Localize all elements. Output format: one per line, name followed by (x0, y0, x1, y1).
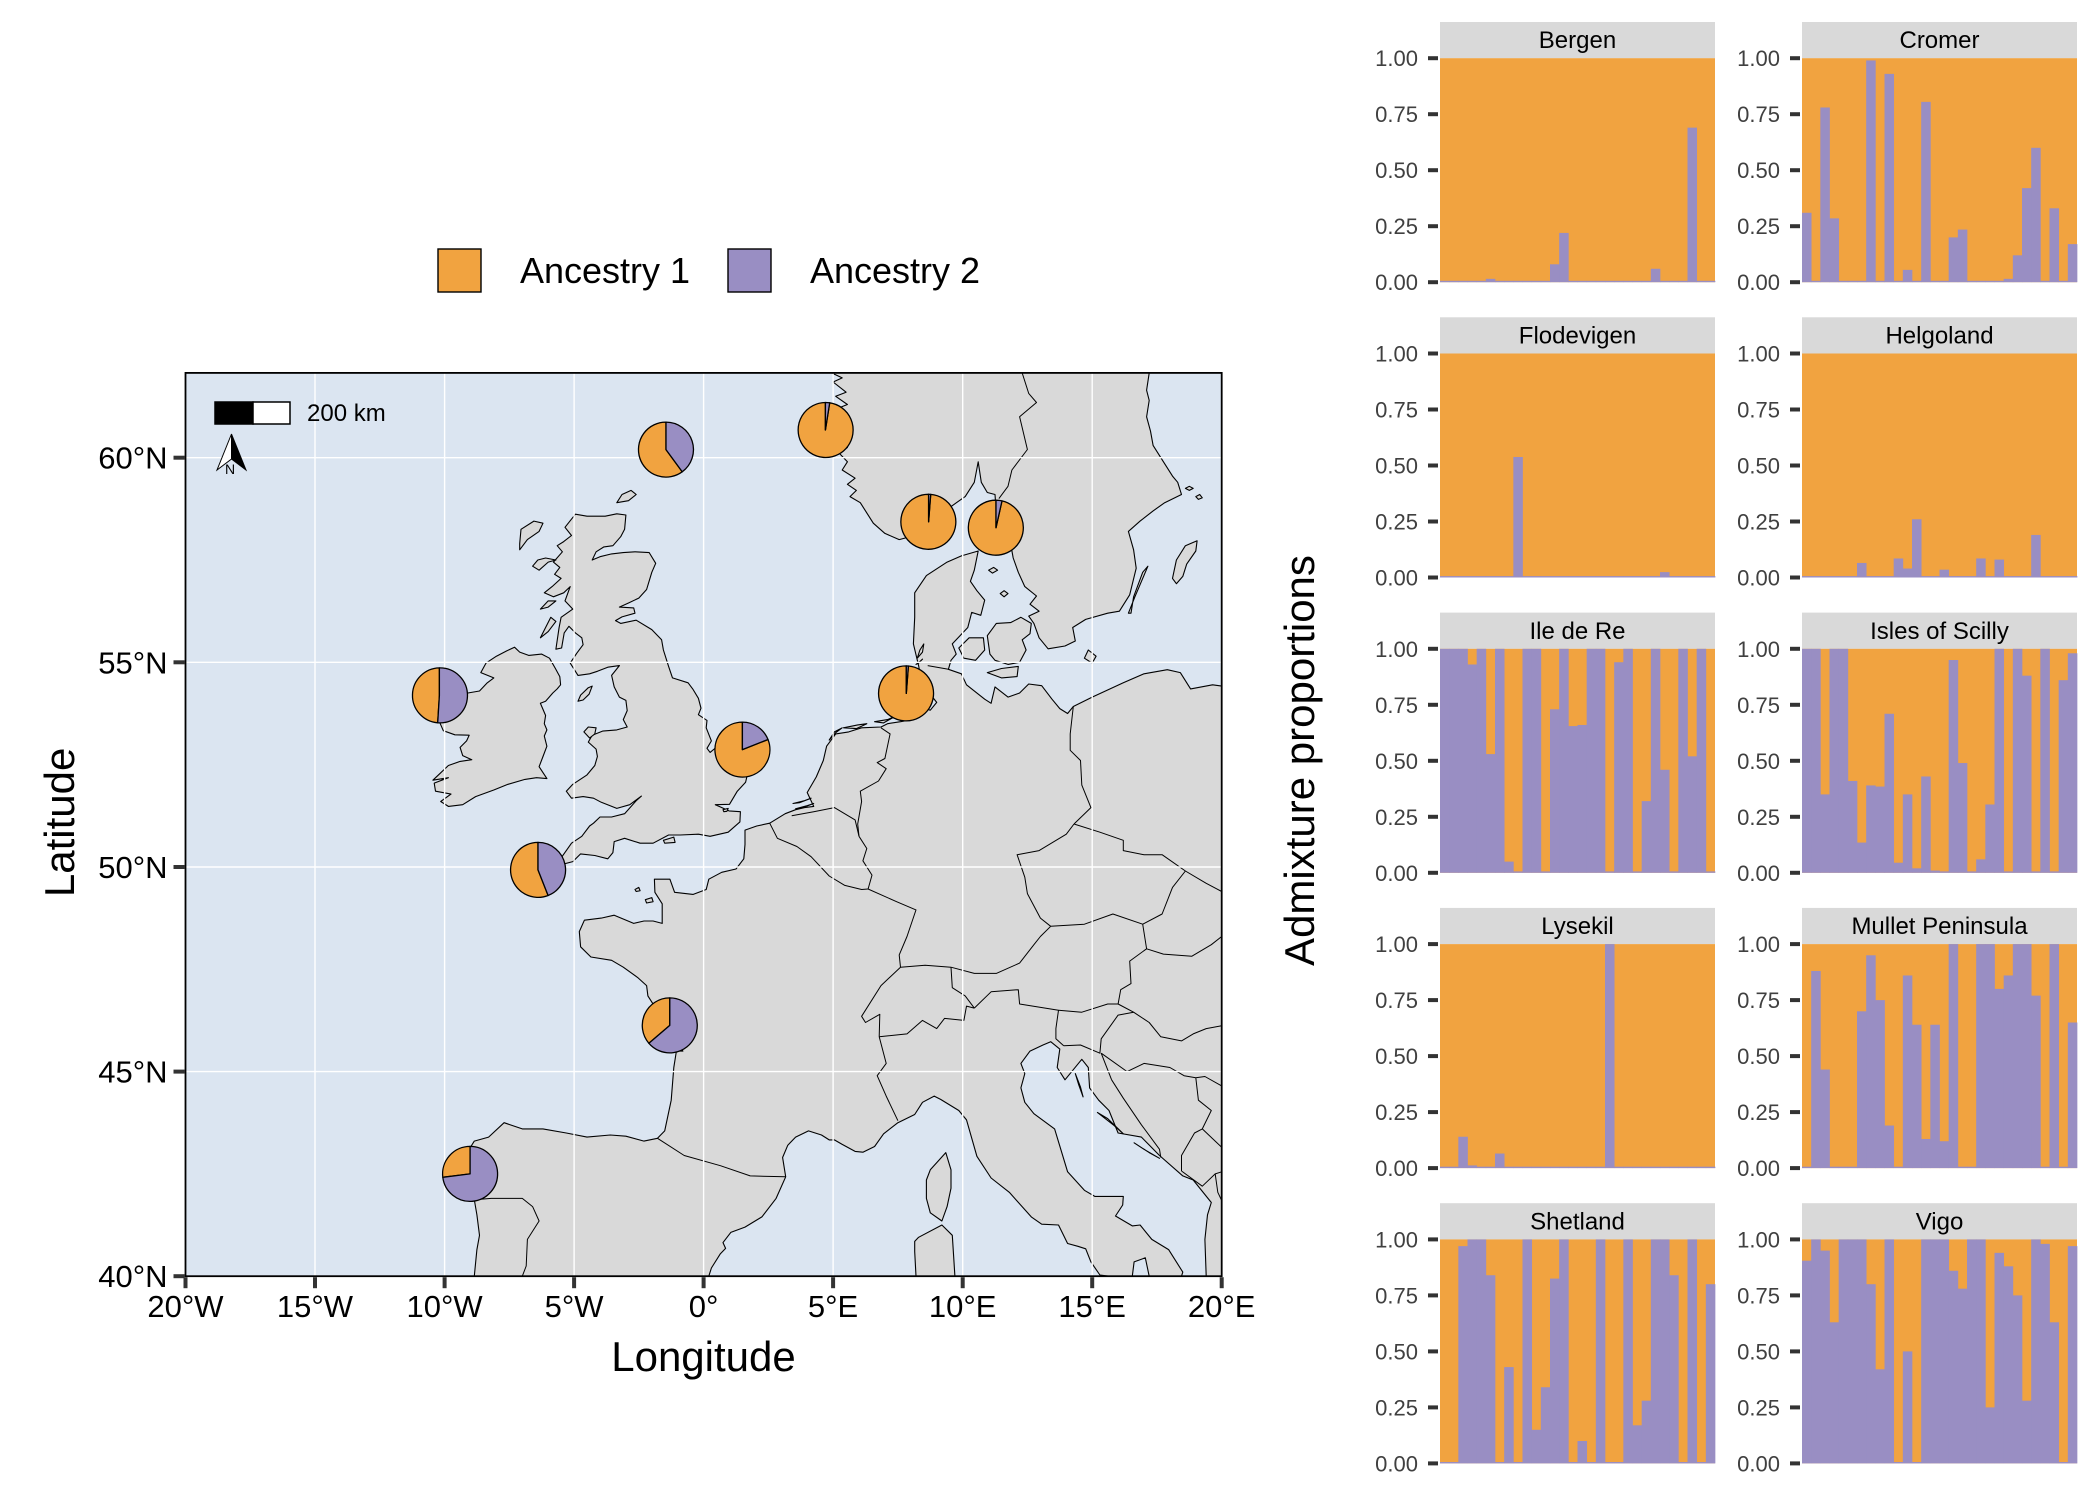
svg-text:Ancestry 2: Ancestry 2 (810, 250, 980, 291)
svg-text:Longitude: Longitude (611, 1333, 796, 1380)
svg-text:200 km: 200 km (307, 400, 386, 427)
svg-text:Admixture proportions: Admixture proportions (1276, 555, 1323, 966)
svg-text:1.00: 1.00 (1737, 1227, 1780, 1252)
svg-text:1.00: 1.00 (1375, 932, 1418, 957)
svg-text:Ile de Re: Ile de Re (1529, 618, 1625, 645)
svg-text:0.25: 0.25 (1375, 805, 1418, 830)
svg-text:20°E: 20°E (1188, 1289, 1256, 1324)
svg-text:0.75: 0.75 (1375, 398, 1418, 423)
svg-text:Shetland: Shetland (1530, 1208, 1625, 1235)
svg-text:0.75: 0.75 (1737, 988, 1780, 1013)
svg-text:1.00: 1.00 (1737, 342, 1780, 367)
svg-text:Ancestry 1: Ancestry 1 (520, 250, 690, 291)
svg-text:Isles of Scilly: Isles of Scilly (1870, 618, 2009, 645)
svg-text:1.00: 1.00 (1375, 46, 1418, 71)
svg-text:0.25: 0.25 (1375, 1100, 1418, 1125)
svg-text:0.25: 0.25 (1375, 510, 1418, 535)
svg-text:55°N: 55°N (98, 645, 167, 680)
svg-text:0.00: 0.00 (1375, 861, 1418, 886)
svg-text:20°W: 20°W (147, 1289, 224, 1324)
svg-text:Cromer: Cromer (1899, 27, 1979, 54)
svg-text:10°E: 10°E (929, 1289, 997, 1324)
svg-text:0.00: 0.00 (1375, 270, 1418, 295)
svg-text:0.50: 0.50 (1375, 158, 1418, 183)
svg-text:0.50: 0.50 (1375, 454, 1418, 479)
svg-text:1.00: 1.00 (1737, 637, 1780, 662)
svg-text:15°W: 15°W (277, 1289, 354, 1324)
svg-text:Latitude: Latitude (36, 748, 83, 897)
svg-text:0.50: 0.50 (1375, 1339, 1418, 1364)
svg-text:40°N: 40°N (98, 1259, 167, 1294)
svg-text:1.00: 1.00 (1375, 1227, 1418, 1252)
svg-text:0.75: 0.75 (1737, 398, 1780, 423)
svg-text:0°: 0° (689, 1289, 719, 1324)
svg-text:0.00: 0.00 (1737, 566, 1780, 591)
svg-text:0.75: 0.75 (1737, 1283, 1780, 1308)
svg-text:0.00: 0.00 (1375, 1451, 1418, 1476)
svg-text:0.00: 0.00 (1375, 1156, 1418, 1181)
svg-text:5°W: 5°W (545, 1289, 605, 1324)
svg-text:Mullet Peninsula: Mullet Peninsula (1851, 913, 2028, 940)
svg-text:15°E: 15°E (1058, 1289, 1126, 1324)
svg-text:0.00: 0.00 (1737, 270, 1780, 295)
svg-text:0.50: 0.50 (1737, 749, 1780, 774)
svg-text:0.50: 0.50 (1737, 1044, 1780, 1069)
svg-text:0.50: 0.50 (1375, 1044, 1418, 1069)
svg-text:1.00: 1.00 (1737, 932, 1780, 957)
svg-text:0.25: 0.25 (1375, 1395, 1418, 1420)
svg-text:1.00: 1.00 (1737, 46, 1780, 71)
svg-text:0.25: 0.25 (1375, 214, 1418, 239)
svg-text:0.25: 0.25 (1737, 1100, 1780, 1125)
svg-text:50°N: 50°N (98, 850, 167, 885)
svg-text:0.00: 0.00 (1737, 1156, 1780, 1181)
svg-text:0.25: 0.25 (1737, 805, 1780, 830)
svg-text:0.50: 0.50 (1375, 749, 1418, 774)
svg-text:0.00: 0.00 (1737, 1451, 1780, 1476)
svg-text:N: N (225, 461, 235, 477)
svg-text:0.75: 0.75 (1375, 102, 1418, 127)
svg-text:Bergen: Bergen (1539, 27, 1616, 54)
svg-text:0.75: 0.75 (1375, 693, 1418, 718)
svg-text:0.50: 0.50 (1737, 158, 1780, 183)
svg-text:10°W: 10°W (407, 1289, 484, 1324)
svg-text:Vigo: Vigo (1916, 1208, 1964, 1235)
svg-text:1.00: 1.00 (1375, 637, 1418, 662)
svg-text:0.25: 0.25 (1737, 214, 1780, 239)
svg-text:0.75: 0.75 (1737, 102, 1780, 127)
svg-text:0.75: 0.75 (1375, 988, 1418, 1013)
svg-text:0.25: 0.25 (1737, 510, 1780, 535)
svg-text:0.50: 0.50 (1737, 1339, 1780, 1364)
svg-text:5°E: 5°E (808, 1289, 858, 1324)
svg-text:0.75: 0.75 (1737, 693, 1780, 718)
svg-text:0.00: 0.00 (1375, 566, 1418, 591)
svg-text:45°N: 45°N (98, 1055, 167, 1090)
svg-text:1.00: 1.00 (1375, 342, 1418, 367)
svg-text:Flodevigen: Flodevigen (1519, 323, 1636, 350)
svg-text:Lysekil: Lysekil (1541, 913, 1613, 940)
svg-text:0.25: 0.25 (1737, 1395, 1780, 1420)
svg-text:Helgoland: Helgoland (1885, 323, 1993, 350)
svg-text:0.50: 0.50 (1737, 454, 1780, 479)
svg-text:60°N: 60°N (98, 441, 167, 476)
svg-text:0.75: 0.75 (1375, 1283, 1418, 1308)
svg-text:0.00: 0.00 (1737, 861, 1780, 886)
